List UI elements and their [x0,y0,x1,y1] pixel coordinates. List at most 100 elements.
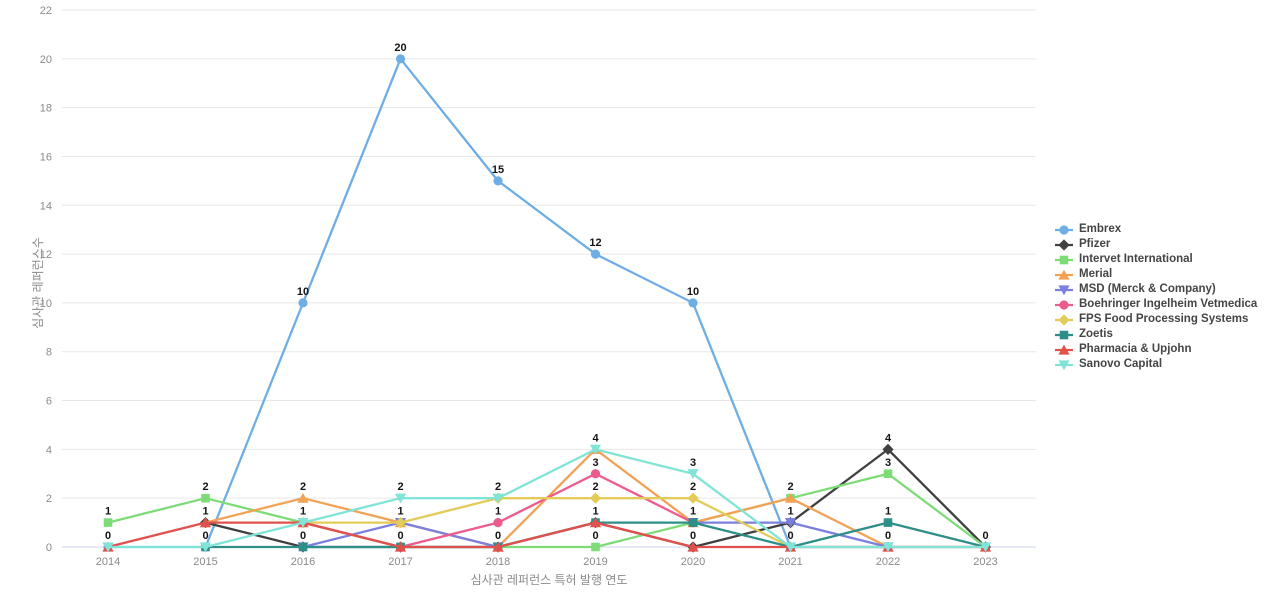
data-label: 0 [202,530,208,542]
marker [1058,344,1070,355]
marker [201,493,210,503]
marker [882,443,894,455]
data-label: 3 [690,457,696,469]
marker [199,542,212,553]
legend-item-zoetis[interactable]: Zoetis [1054,327,1257,342]
data-label: 2 [300,481,306,493]
y-axis-title: 심사관 레퍼런스수 [31,237,45,329]
legend-marker-icon [1055,299,1073,310]
legend-label: Pfizer [1079,238,1111,250]
marker [589,444,602,455]
x-axis-title: 심사관 레퍼런스 특허 발행 연도 [471,572,628,587]
data-label: 10 [687,286,699,298]
marker [492,541,504,552]
y-tick-label: 6 [46,396,52,408]
series-sanovo-capital[interactable] [102,444,992,553]
data-label: 2 [495,481,501,493]
y-tick-label: 12 [40,249,52,261]
legend-marker-icon [1055,344,1073,355]
legend-item-fps-food-processing-systems[interactable]: FPS Food Processing Systems [1054,312,1257,327]
marker [687,469,699,479]
data-label: 2 [397,481,403,493]
marker [784,542,797,553]
y-tick-label: 18 [40,103,52,115]
legend-item-embrex[interactable]: Embrex [1054,222,1257,237]
legend-marker-icon [1055,359,1073,370]
legend-item-pharmacia-upjohn[interactable]: Pharmacia & Upjohn [1054,342,1257,357]
legend: Embrex Pfizer Intervet International Merial… [1054,222,1257,372]
data-label: 1 [690,506,696,518]
marker [1059,255,1069,264]
marker [591,542,600,552]
marker [394,516,407,529]
marker [784,492,797,503]
legend-item-sanovo-capital[interactable]: Sanovo Capital [1054,357,1257,372]
x-tick-label: 2023 [973,556,997,568]
x-tick-label: 2019 [583,556,607,568]
marker [1058,313,1070,326]
marker [883,518,893,527]
data-label: 2 [592,481,598,493]
y-tick-labels: 0 2 4 6 8 10 12 14 16 18 20 22 [40,5,52,554]
legend-label: Boehringer Ingelheim Vetmedica [1079,298,1258,310]
y-tick-label: 10 [40,298,52,310]
marker [590,469,601,479]
data-label: 0 [495,530,501,542]
marker [493,517,503,528]
legend-label: Embrex [1079,223,1122,235]
marker [297,517,309,528]
legend-item-intervet-international[interactable]: Intervet International [1054,252,1257,267]
marker [784,517,797,528]
marker [1058,284,1070,295]
marker [1059,299,1069,310]
legend-item-pfizer[interactable]: Pfizer [1054,237,1257,252]
x-tick-label: 2022 [876,556,900,568]
y-tick-label: 8 [46,347,52,359]
marker [687,541,699,552]
legend-item-boehringer-ingelheim-vetmedica[interactable]: Boehringer Ingelheim Vetmedica [1054,297,1257,312]
marker [1058,359,1070,370]
y-tick-label: 22 [40,5,52,17]
x-tick-label: 2020 [681,556,705,568]
legend-label: FPS Food Processing Systems [1079,313,1249,325]
marker [883,469,893,479]
marker [1059,330,1069,339]
data-label: 1 [397,506,403,518]
x-tick-label: 2017 [388,556,412,568]
data-labels: 0101210012200121501212104321001230120431… [105,42,989,542]
legend-label: Sanovo Capital [1079,358,1163,370]
legend-item-msd-merck-company[interactable]: MSD (Merck & Company) [1054,282,1257,297]
data-label: 3 [885,457,891,469]
marker [589,492,602,504]
marker [394,493,407,504]
x-tick-labels: 2014 2015 2016 2017 2018 2019 2020 2021 2022 2023 [96,556,998,568]
data-label: 1 [592,506,598,518]
marker [395,54,406,64]
legend-marker-icon [1055,255,1073,264]
marker [1058,269,1070,280]
data-label: 0 [300,530,306,542]
marker [687,492,699,504]
legend-marker-icon [1055,224,1073,235]
data-label: 3 [592,457,598,469]
x-tick-label: 2014 [96,556,120,568]
data-label: 0 [690,530,696,542]
legend-label: Zoetis [1079,328,1113,340]
data-label: 0 [885,530,891,542]
data-label: 1 [885,506,891,518]
marker [1058,238,1070,251]
y-tick-label: 2 [46,493,52,505]
legend-marker-icon [1055,313,1073,326]
data-label: 10 [297,286,309,298]
data-label: 1 [202,506,208,518]
marker [589,517,602,528]
legend-label: Intervet International [1079,253,1193,265]
legend-item-merial[interactable]: Merial [1054,267,1257,282]
marker [103,518,113,527]
legend-marker-icon [1055,238,1073,251]
data-label: 0 [397,530,403,542]
legend-label: Merial [1079,268,1113,280]
legend-marker-icon [1055,330,1073,339]
